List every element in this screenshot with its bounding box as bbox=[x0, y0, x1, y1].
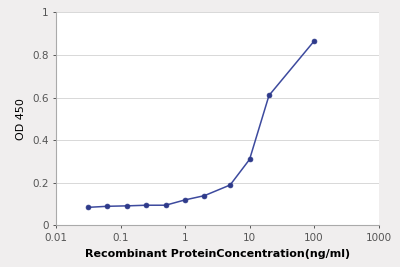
X-axis label: Recombinant ProteinConcentration(ng/ml): Recombinant ProteinConcentration(ng/ml) bbox=[85, 249, 350, 259]
Y-axis label: OD 450: OD 450 bbox=[16, 98, 26, 140]
